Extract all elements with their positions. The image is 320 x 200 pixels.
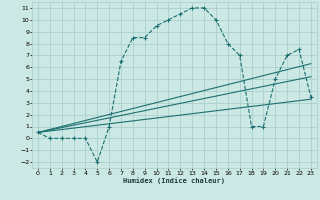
- X-axis label: Humidex (Indice chaleur): Humidex (Indice chaleur): [124, 177, 225, 184]
